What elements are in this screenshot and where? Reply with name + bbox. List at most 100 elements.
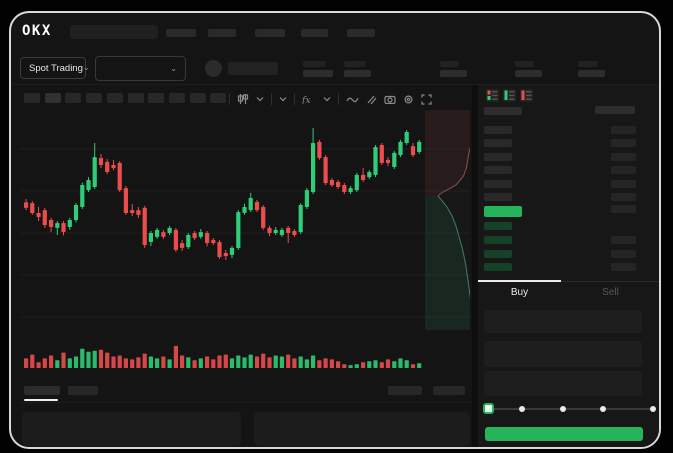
ask-price-placeholder[interactable] xyxy=(484,126,512,134)
bottom-right-control[interactable] xyxy=(388,386,422,395)
ask-price-placeholder[interactable] xyxy=(484,139,512,147)
timeframe-button[interactable] xyxy=(24,93,40,103)
price-row-amount-placeholder xyxy=(611,205,636,213)
nav-item[interactable] xyxy=(301,29,328,37)
bid-price-placeholder[interactable] xyxy=(484,236,512,244)
bid-price-placeholder[interactable] xyxy=(484,250,512,258)
timeframe-button[interactable] xyxy=(86,93,103,103)
stat-label-placeholder xyxy=(303,61,325,67)
stat-value-placeholder xyxy=(344,70,371,77)
tab-sell[interactable]: Sell xyxy=(602,287,619,298)
volume-bar xyxy=(417,363,422,368)
volume-bar xyxy=(61,352,66,368)
amount-input[interactable] xyxy=(484,341,642,367)
price-input[interactable] xyxy=(484,310,642,333)
toolbar-separator xyxy=(271,93,272,105)
volume-bar xyxy=(223,354,228,368)
bid-amount-placeholder xyxy=(611,236,636,244)
chart-toolbar-icons: fx xyxy=(229,92,432,106)
trendline-icon[interactable] xyxy=(346,95,359,104)
volume-bar xyxy=(161,356,166,368)
nav-item[interactable] xyxy=(208,29,236,37)
timeframe-button[interactable] xyxy=(44,93,61,103)
fullscreen-icon[interactable] xyxy=(421,93,432,105)
slider-step-dot[interactable] xyxy=(600,406,606,412)
bid-price-placeholder[interactable] xyxy=(484,222,512,230)
candle-body xyxy=(49,220,54,227)
candle-body xyxy=(223,253,228,257)
slider-step-dot[interactable] xyxy=(560,406,566,412)
volume-bar xyxy=(86,351,91,368)
candle-body xyxy=(242,207,247,213)
slider-handle[interactable] xyxy=(483,403,494,414)
book-all-icon[interactable] xyxy=(486,89,499,102)
volume-bar xyxy=(236,355,241,368)
tab-buy[interactable]: Buy xyxy=(510,287,529,298)
bottom-tab[interactable] xyxy=(68,386,98,395)
candle-body xyxy=(67,220,72,227)
candlestick-chart[interactable] xyxy=(20,108,470,375)
ask-price-placeholder[interactable] xyxy=(484,153,512,161)
market-type-dropdown[interactable]: Spot Trading ⌄ xyxy=(20,57,90,79)
candle-body xyxy=(73,205,79,220)
candle-body xyxy=(80,185,85,207)
percent-slider[interactable] xyxy=(488,408,653,410)
book-asks-icon[interactable] xyxy=(520,89,533,102)
timeframe-button[interactable] xyxy=(127,93,144,103)
chevron-down-icon[interactable] xyxy=(323,96,331,102)
indicators-fx-icon[interactable]: fx xyxy=(302,94,316,104)
volume-bar xyxy=(404,360,409,368)
search-input[interactable] xyxy=(70,25,158,39)
volume-bar xyxy=(67,358,72,368)
bid-amount-placeholder xyxy=(611,263,636,271)
ask-price-placeholder[interactable] xyxy=(484,166,512,174)
candle-body xyxy=(404,132,409,143)
volume-bar xyxy=(92,350,97,368)
nav-item[interactable] xyxy=(255,29,285,37)
book-bids-icon[interactable] xyxy=(503,89,516,102)
settings-icon[interactable] xyxy=(403,94,414,105)
chevron-down-icon[interactable] xyxy=(256,96,264,102)
last-price-badge[interactable] xyxy=(484,206,522,217)
candle-body xyxy=(111,165,116,169)
bid-price-placeholder[interactable] xyxy=(484,263,512,271)
volume-bar xyxy=(329,359,334,368)
timeframe-button[interactable] xyxy=(106,93,123,103)
timeframe-button[interactable] xyxy=(189,93,206,103)
pair-dropdown[interactable]: ⌄ xyxy=(95,56,186,81)
coin-icon xyxy=(205,60,222,77)
volume-bar xyxy=(267,357,272,368)
volume-bar xyxy=(211,359,216,368)
candle-body xyxy=(279,229,284,235)
candle-body xyxy=(148,233,153,242)
timeframe-button[interactable] xyxy=(168,93,185,103)
candle-body xyxy=(348,188,353,193)
toolbar-separator xyxy=(229,93,230,105)
nav-item[interactable] xyxy=(347,29,375,37)
draw-icon[interactable] xyxy=(366,94,377,105)
volume-bar xyxy=(36,362,41,368)
camera-icon[interactable] xyxy=(384,94,396,104)
volume-bar xyxy=(379,362,384,368)
volume-bar xyxy=(173,345,178,368)
chevron-down-icon[interactable] xyxy=(279,96,287,102)
timeframe-button[interactable] xyxy=(65,93,82,103)
depth-asks-area xyxy=(425,110,470,196)
slider-step-dot[interactable] xyxy=(650,406,656,412)
bottom-tab-active[interactable] xyxy=(24,386,60,395)
candle-body xyxy=(385,159,391,163)
total-input[interactable] xyxy=(484,371,642,396)
bottom-right-control[interactable] xyxy=(433,386,465,395)
candle-body xyxy=(248,198,253,211)
nav-item[interactable] xyxy=(166,29,196,37)
volume-bar xyxy=(205,356,210,368)
volume-bar xyxy=(398,358,403,368)
buy-submit-button[interactable] xyxy=(485,427,643,441)
timeframe-button[interactable] xyxy=(210,93,227,103)
slider-step-dot[interactable] xyxy=(519,406,525,412)
timeframe-button[interactable] xyxy=(148,93,165,103)
ask-price-placeholder[interactable] xyxy=(484,193,512,201)
ask-price-placeholder[interactable] xyxy=(484,180,512,188)
stat-value-placeholder xyxy=(303,70,333,77)
candle-type-icon[interactable] xyxy=(237,93,249,105)
